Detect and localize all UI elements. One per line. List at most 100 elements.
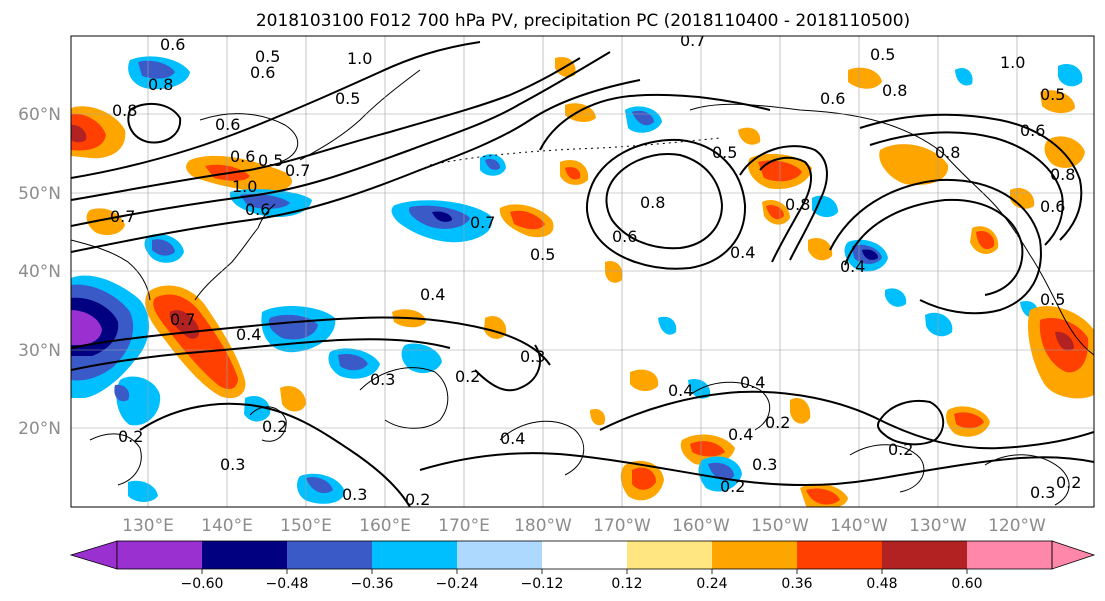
contour-label: 0.6 (820, 89, 845, 108)
colorbar-extend-left (69, 540, 118, 570)
precip-pos-blob (86, 208, 125, 236)
contour-label: 0.3 (220, 455, 245, 474)
pv-contour (739, 145, 828, 261)
precip-neg-blob (925, 312, 953, 337)
contour-label: 0.5 (712, 143, 737, 162)
precip-neg-blob (632, 110, 654, 126)
precip-pos-blob (790, 398, 811, 424)
precip-neg-blob (485, 158, 500, 170)
contour-label: 0.2 (1056, 473, 1081, 492)
pv-contour-thin (689, 381, 770, 431)
precip-neg-blob (708, 462, 734, 481)
contour-label: 0.8 (882, 81, 907, 100)
contour-label: 0.8 (112, 101, 137, 120)
contour-label: 0.3 (1030, 483, 1055, 502)
colorbar-segment (117, 541, 202, 569)
colorbar-tick-label: 0.48 (866, 576, 897, 592)
pv-contour (539, 93, 771, 151)
precip-pos-blob (565, 167, 581, 180)
contour-label: 0.3 (520, 347, 545, 366)
contour-labels: 0.7 0.6 0.5 1.0 1.0 0.8 0.5 0.6 0.5 0.8 … (110, 31, 1081, 509)
precip-neg-blob (955, 67, 973, 86)
map-panel: 0.7 0.6 0.5 1.0 1.0 0.8 0.5 0.6 0.5 0.8 … (70, 31, 1095, 509)
contour-label: 0.7 (285, 161, 310, 180)
lat-label: 20°N (18, 419, 61, 439)
contour-label: 0.3 (752, 455, 777, 474)
precip-pos-blob (879, 144, 949, 186)
pv-contour-thin (89, 433, 142, 486)
contour-label: 0.5 (335, 89, 360, 108)
contour-label: 0.6 (160, 35, 185, 54)
precip-neg-blob (306, 477, 333, 494)
contour-label: 0.4 (840, 257, 865, 276)
colorbar-segment (882, 541, 967, 569)
contour-label: 0.6 (250, 63, 275, 82)
pv-contour-thin (359, 367, 449, 429)
contour-label: 0.2 (405, 490, 430, 509)
colorbar: −0.60 −0.48 −0.36 −0.24 −0.12 0.12 0.24 … (69, 540, 1096, 592)
contour-label: 0.2 (455, 367, 480, 386)
lon-label: 130°W (909, 516, 967, 536)
lat-label: 60°N (18, 105, 61, 125)
precip-neg-blob (658, 316, 677, 335)
precip-neg-blob (138, 60, 175, 79)
coastline-north-america (989, 199, 1094, 356)
contour-label: 0.4 (728, 425, 753, 444)
contour-label: 0.3 (370, 370, 395, 389)
lon-label: 150°W (751, 516, 809, 536)
colorbar-tick-label: 0.60 (951, 576, 982, 592)
colorbar-tick-label: 0.36 (781, 576, 812, 592)
contour-label: 0.3 (342, 485, 367, 504)
contour-label: 0.4 (500, 429, 525, 448)
contour-label: 0.2 (765, 413, 790, 432)
lat-label: 40°N (18, 262, 61, 282)
pv-contour-thin (499, 420, 585, 476)
precip-pos-blob (280, 385, 306, 412)
colorbar-segment (372, 541, 457, 569)
contour-label: 0.5 (255, 47, 280, 66)
colorbar-ticks (201, 569, 968, 574)
contour-label: 1.0 (347, 49, 372, 68)
pv-contour (869, 131, 1064, 246)
lon-label: 140°E (201, 516, 253, 536)
contour-label: 0.7 (680, 31, 705, 50)
coastline-asia-mainland (71, 239, 151, 301)
lon-label: 120°W (988, 516, 1046, 536)
precip-neg-cluster (71, 310, 102, 346)
coastline-japan (194, 203, 276, 301)
pv-contour (127, 102, 182, 144)
pv-contour (71, 51, 611, 227)
contour-label: 0.5 (1040, 290, 1065, 309)
contour-label: 0.7 (470, 213, 495, 232)
pv-contour (71, 79, 641, 253)
precip-pos-blob (848, 67, 882, 89)
precip-neg-blob (240, 193, 290, 209)
pv-contour (829, 178, 1042, 315)
contour-label: 0.6 (612, 227, 637, 246)
lat-label: 30°N (18, 341, 61, 361)
pv-contour-thin (249, 406, 287, 442)
precip-pos-blob (630, 369, 659, 392)
longitude-labels: 130°E 140°E 150°E 160°E 170°E 180°W 170°… (122, 516, 1046, 536)
precip-neg-blob (885, 288, 907, 307)
precip-pos-blob (1055, 331, 1074, 351)
contour-label: 0.8 (1050, 165, 1075, 184)
colorbar-segment (967, 541, 1052, 569)
precip-pos-blob (766, 205, 784, 220)
coastline-kamchatka (299, 69, 421, 161)
pv-contours (71, 41, 1094, 507)
precip-pos-blob (565, 103, 596, 122)
lat-label: 50°N (18, 184, 61, 204)
contour-label: 0.2 (262, 417, 287, 436)
lon-label: 140°W (830, 516, 888, 536)
precip-pos-blob (738, 127, 761, 145)
precip-pos-blob (808, 237, 833, 261)
precip-pos-blob (1040, 90, 1075, 114)
precip-pos-blob (806, 488, 840, 505)
pv-contour (605, 153, 724, 250)
contour-label: 0.7 (170, 310, 195, 329)
precip-neg-blob (128, 480, 158, 502)
precip-pos-blob (590, 408, 606, 426)
pv-contour (71, 316, 551, 366)
contour-label: 1.0 (232, 177, 257, 196)
